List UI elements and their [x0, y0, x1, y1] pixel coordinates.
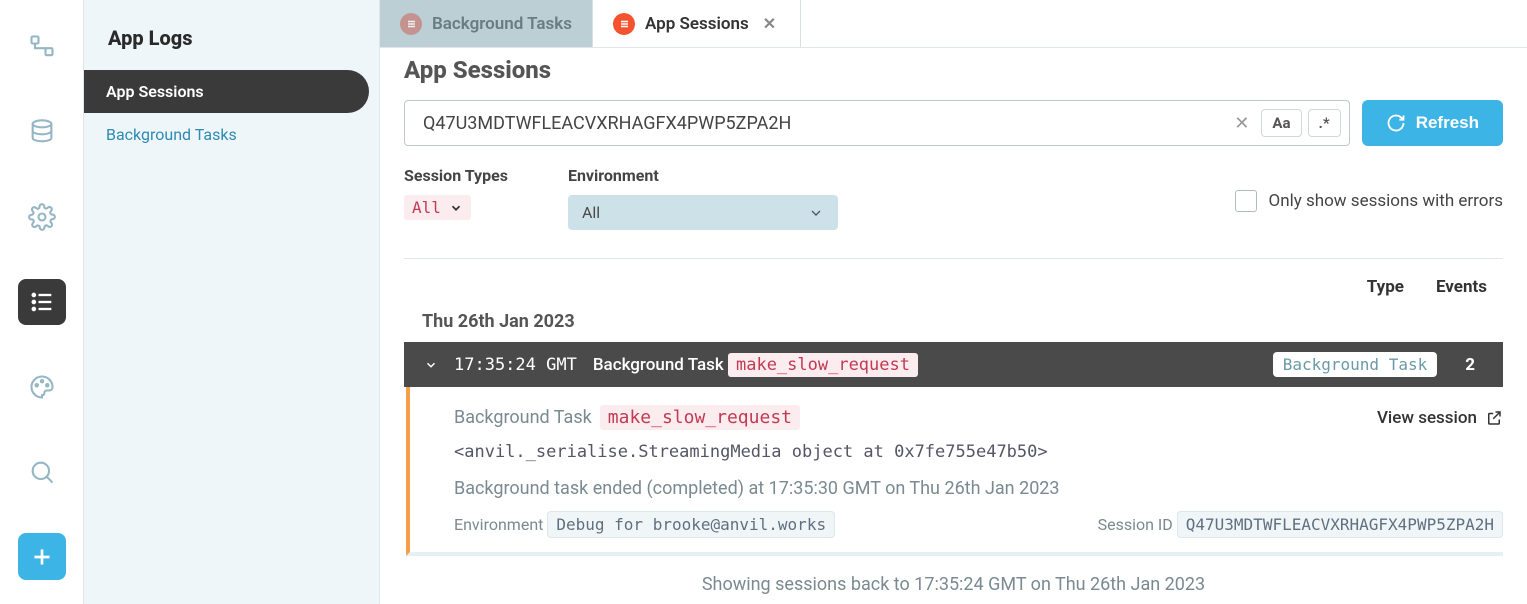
date-group-label: Thu 26th Jan 2023 — [404, 305, 1503, 342]
tab-app-sessions[interactable]: App Sessions ✕ — [593, 0, 801, 47]
divider — [404, 258, 1503, 259]
task-name-tag: make_slow_request — [728, 353, 918, 377]
view-session-label: View session — [1377, 408, 1477, 428]
type-badge: Background Task — [1273, 352, 1438, 377]
session-title-text: Background Task — [593, 355, 724, 375]
icon-rail — [0, 0, 84, 604]
search-input[interactable] — [423, 113, 1222, 134]
rail-logs-icon[interactable] — [18, 279, 66, 326]
refresh-button[interactable]: Refresh — [1362, 100, 1503, 146]
search-box: ✕ Aa .* — [404, 100, 1350, 146]
page-title: App Sessions — [404, 56, 1503, 84]
rail-theme-icon[interactable] — [18, 363, 66, 410]
environment-label: Environment — [568, 166, 838, 185]
tab-label: App Sessions — [645, 14, 749, 34]
session-detail: Background Task make_slow_request View s… — [406, 387, 1503, 556]
list-icon — [400, 13, 422, 35]
rail-gear-icon[interactable] — [18, 194, 66, 241]
errors-only-toggle[interactable]: Only show sessions with errors — [1235, 166, 1504, 212]
refresh-icon — [1386, 113, 1406, 133]
external-link-icon — [1485, 409, 1503, 427]
search-row: ✕ Aa .* Refresh — [404, 100, 1503, 146]
content: App Sessions ✕ Aa .* Refresh Session Typ… — [380, 48, 1527, 604]
meta-row: Environment Debug for brooke@anvil.works… — [454, 515, 1503, 534]
regex-toggle[interactable]: .* — [1308, 109, 1341, 137]
env-label: Environment — [454, 515, 543, 534]
env-meta: Environment Debug for brooke@anvil.works — [454, 515, 835, 534]
header-events: Events — [1436, 277, 1487, 297]
rail-search-icon[interactable] — [18, 448, 66, 495]
case-toggle[interactable]: Aa — [1261, 109, 1301, 137]
detail-header: Background Task make_slow_request View s… — [454, 405, 1503, 430]
environment-value: All — [582, 203, 600, 222]
clear-search-icon[interactable]: ✕ — [1228, 107, 1255, 140]
chevron-down-icon[interactable] — [424, 358, 438, 372]
status-line: Background task ended (completed) at 17:… — [454, 478, 1503, 499]
session-id-meta: Session ID Q47U3MDTWFLEACVXRHAGFX4PWP5ZP… — [1098, 515, 1503, 534]
sidebar-title: App Logs — [84, 12, 379, 70]
refresh-label: Refresh — [1416, 113, 1479, 133]
list-icon — [613, 13, 635, 35]
header-type: Type — [1367, 277, 1404, 297]
footer-status: Showing sessions back to 17:35:24 GMT on… — [404, 556, 1503, 604]
filter-session-types: Session Types All — [404, 166, 508, 220]
checkbox[interactable] — [1235, 190, 1257, 212]
main: Background Tasks App Sessions ✕ App Sess… — [380, 0, 1527, 604]
view-session-link[interactable]: View session — [1377, 408, 1503, 428]
sidebar-item-background-tasks[interactable]: Background Tasks — [84, 113, 369, 156]
sidebar-item-app-sessions[interactable]: App Sessions — [84, 70, 369, 113]
errors-only-label: Only show sessions with errors — [1269, 191, 1504, 211]
session-row[interactable]: 17:35:24 GMT Background Task make_slow_r… — [404, 342, 1503, 387]
chevron-down-icon — [449, 201, 463, 215]
chevron-down-icon — [808, 205, 824, 221]
rail-database-icon[interactable] — [18, 109, 66, 156]
filter-environment: Environment All — [568, 166, 838, 230]
event-count: 2 — [1453, 355, 1487, 375]
session-title: Background Task make_slow_request — [593, 355, 918, 375]
session-id-value: Q47U3MDTWFLEACVXRHAGFX4PWP5ZPA2H — [1177, 511, 1503, 538]
session-id-label: Session ID — [1098, 515, 1173, 534]
close-icon[interactable]: ✕ — [759, 10, 780, 37]
tab-bar: Background Tasks App Sessions ✕ — [380, 0, 1527, 48]
session-types-label: Session Types — [404, 166, 508, 185]
environment-select[interactable]: All — [568, 195, 838, 230]
log-line: <anvil._serialise.StreamingMedia object … — [454, 442, 1503, 462]
session-timestamp: 17:35:24 GMT — [454, 355, 577, 375]
rail-structure-icon[interactable] — [18, 24, 66, 71]
table-header: Type Events — [404, 277, 1503, 305]
filters: Session Types All Environment All Only s… — [404, 166, 1503, 230]
rail-add-button[interactable] — [18, 533, 66, 580]
tab-background-tasks[interactable]: Background Tasks — [380, 0, 593, 47]
detail-task-name: make_slow_request — [600, 405, 800, 430]
session-types-select[interactable]: All — [404, 195, 471, 220]
sidebar: App Logs App Sessions Background Tasks — [84, 0, 380, 604]
detail-title: Background Task — [454, 407, 592, 428]
env-value: Debug for brooke@anvil.works — [547, 511, 835, 538]
session-types-value: All — [412, 198, 441, 217]
tab-label: Background Tasks — [432, 14, 572, 34]
